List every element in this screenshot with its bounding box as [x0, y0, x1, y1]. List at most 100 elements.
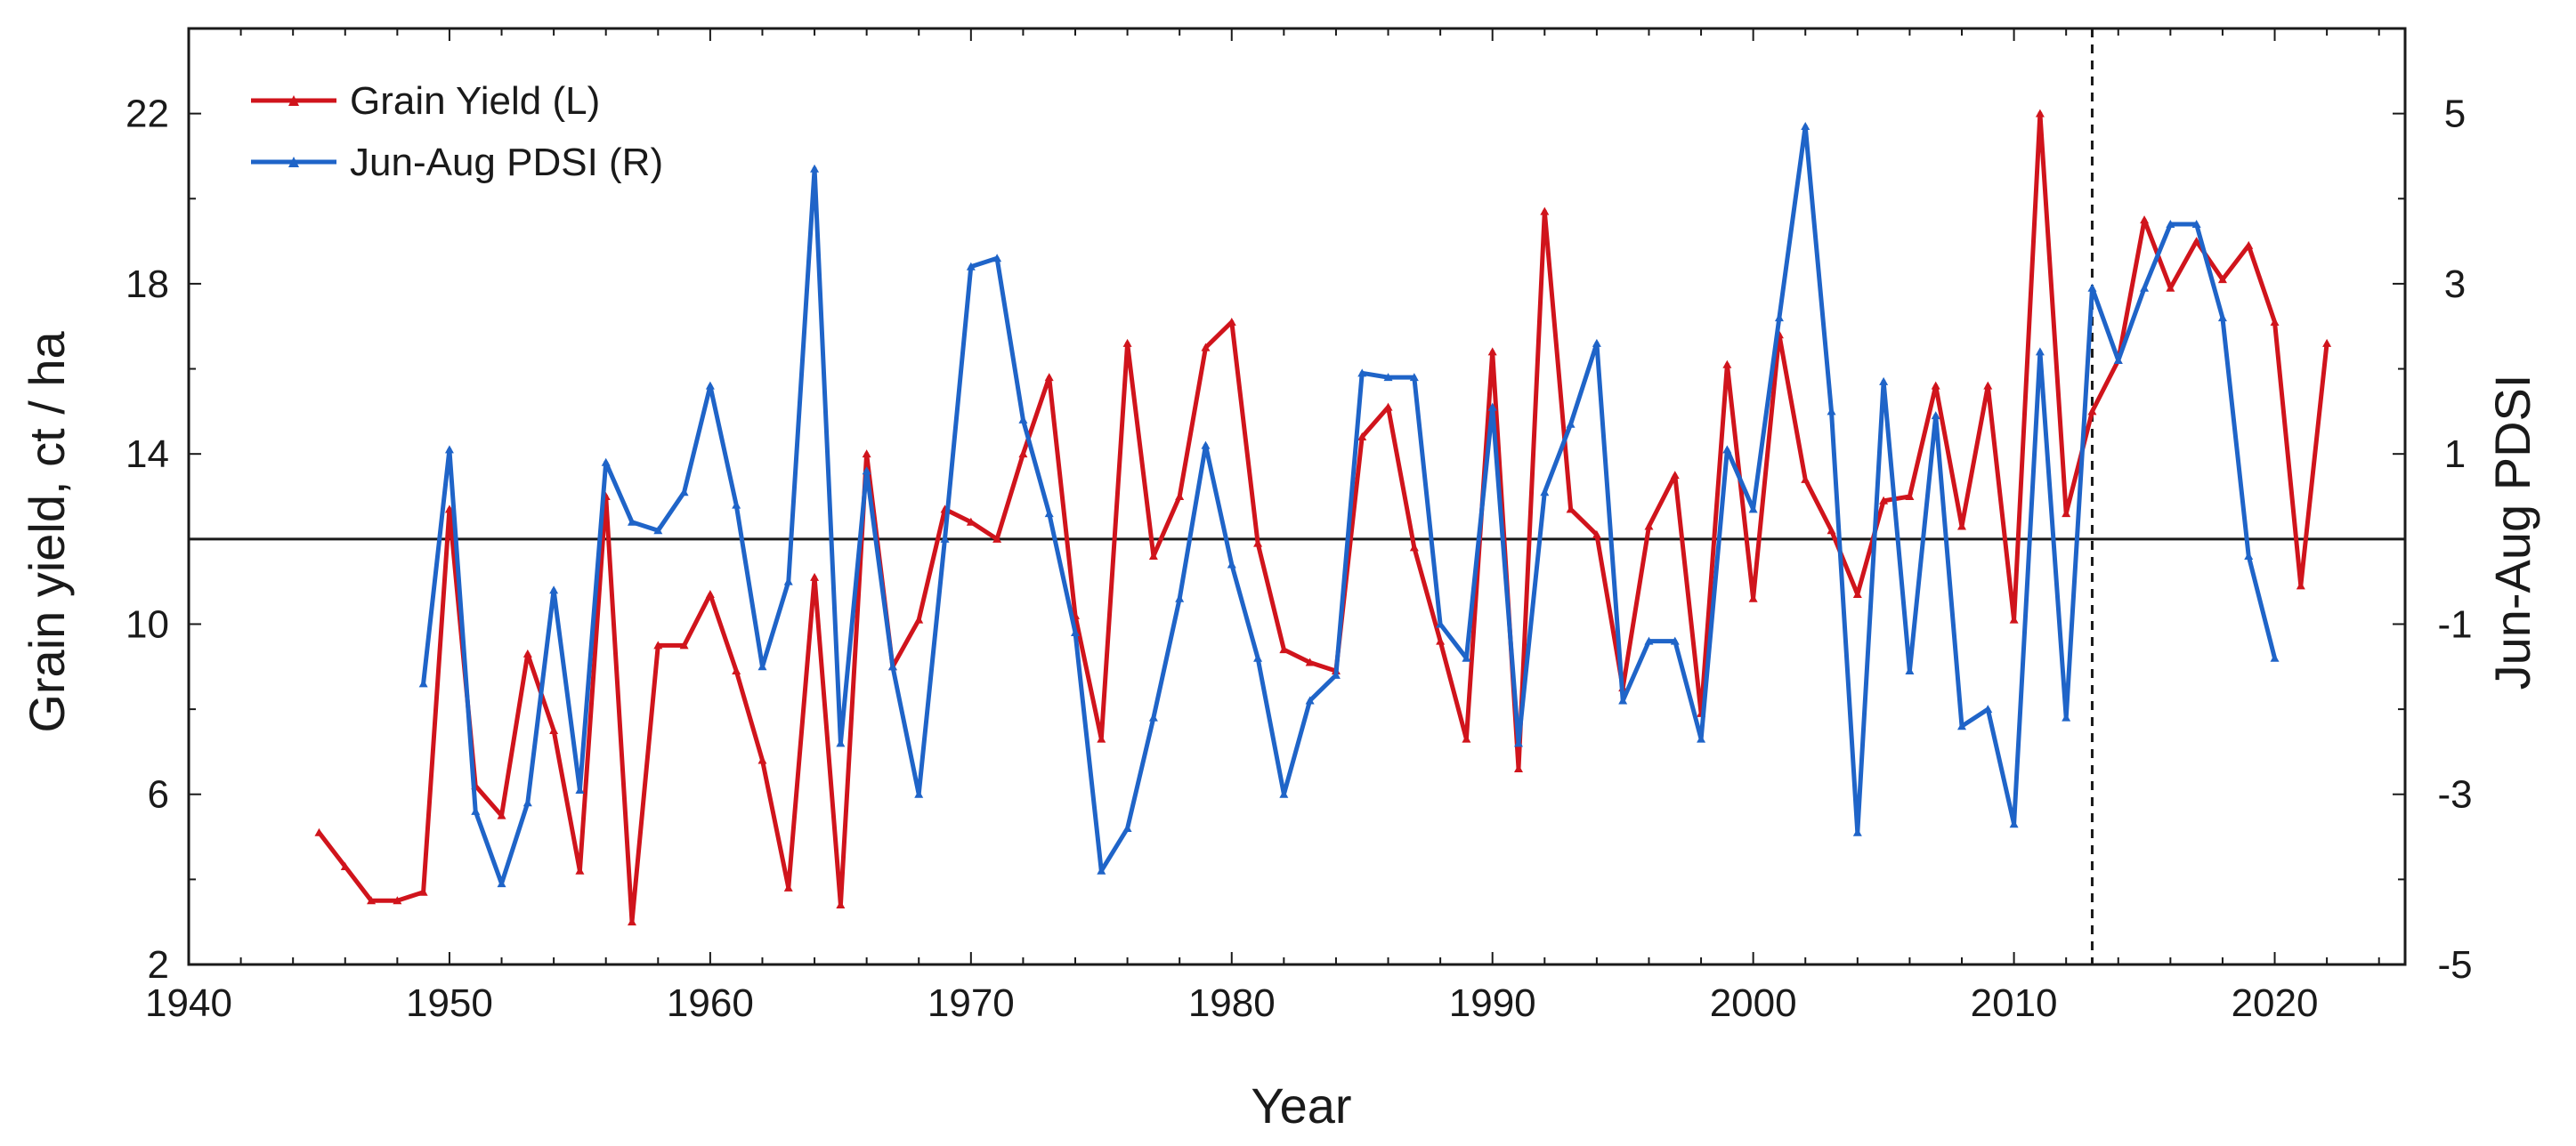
x-tick-label: 1960 [667, 981, 754, 1025]
data-point-grain-yield [2009, 615, 2019, 624]
data-point-pdsi [1305, 696, 1315, 705]
data-point-pdsi [418, 679, 428, 688]
data-point-grain-yield [1879, 496, 1889, 504]
y-right-tick-label: -3 [2437, 773, 2472, 817]
data-point-pdsi [887, 662, 897, 671]
data-point-pdsi [914, 789, 924, 798]
data-point-grain-yield [1905, 492, 1915, 500]
data-point-pdsi [1983, 705, 1993, 714]
data-point-grain-yield [1227, 317, 1236, 326]
data-point-pdsi [2035, 347, 2045, 356]
x-tick-label: 1980 [1188, 981, 1276, 1025]
x-tick-label: 2020 [2232, 981, 2319, 1025]
y-left-tick-label: 2 [148, 943, 169, 987]
data-point-pdsi [992, 254, 1002, 262]
data-point-pdsi [1827, 407, 1836, 416]
data-point-grain-yield [549, 726, 559, 734]
data-point-pdsi [628, 517, 636, 526]
data-point-pdsi [1436, 619, 1446, 628]
data-point-grain-yield [1175, 492, 1185, 500]
data-point-pdsi [2062, 713, 2071, 722]
data-point-grain-yield [367, 896, 377, 905]
data-point-pdsi [601, 457, 611, 466]
data-point-pdsi [2244, 551, 2254, 560]
y-axis-right-title: Jun-Aug PDSI [2484, 375, 2540, 690]
data-point-grain-yield [2296, 581, 2305, 590]
data-point-grain-yield [2087, 407, 2097, 416]
data-point-grain-yield [1462, 734, 1471, 743]
data-point-pdsi [2270, 653, 2280, 662]
data-point-grain-yield [1018, 449, 1028, 458]
data-point-grain-yield [862, 449, 871, 458]
data-point-pdsi [836, 738, 846, 747]
data-point-grain-yield [836, 900, 846, 909]
data-point-pdsi [1201, 440, 1211, 449]
series-line-pdsi [421, 124, 2277, 886]
data-point-grain-yield [1514, 764, 1523, 773]
data-point-pdsi [732, 500, 741, 509]
data-point-pdsi [471, 806, 481, 815]
data-point-pdsi [2166, 219, 2175, 228]
data-point-pdsi [1592, 338, 1601, 347]
data-point-pdsi [1487, 402, 1497, 411]
data-point-grain-yield [1201, 343, 1211, 351]
data-point-pdsi [1644, 636, 1654, 645]
data-point-grain-yield [1044, 373, 1054, 382]
data-point-grain-yield [679, 641, 689, 650]
data-point-pdsi [522, 798, 532, 807]
data-point-pdsi [2140, 283, 2150, 292]
data-point-pdsi [1175, 593, 1185, 602]
data-point-pdsi [1462, 653, 1471, 662]
x-tick-label: 1990 [1449, 981, 1536, 1025]
data-point-pdsi [2191, 219, 2201, 228]
data-point-grain-yield [2244, 240, 2254, 249]
data-point-grain-yield [653, 641, 663, 650]
data-point-grain-yield [418, 887, 428, 896]
data-point-pdsi [705, 381, 715, 390]
data-point-pdsi [1670, 636, 1680, 645]
x-tick-label: 2010 [1971, 981, 2058, 1025]
y-right-tick-label: -5 [2437, 943, 2472, 987]
data-point-grain-yield [914, 615, 924, 624]
data-point-pdsi [1148, 713, 1158, 722]
data-point-pdsi [653, 526, 663, 535]
data-point-grain-yield [2217, 275, 2227, 284]
data-point-pdsi [1852, 827, 1862, 836]
data-point-grain-yield [314, 827, 324, 836]
data-point-grain-yield [1852, 589, 1862, 598]
axes: 1940 1950 1960 1970 1980 1990 2000 2010 2020 2 6 10… [126, 27, 2473, 1025]
data-point-pdsi [862, 466, 871, 475]
data-point-grain-yield [1748, 593, 1758, 602]
data-point-grain-yield [1827, 526, 1836, 535]
data-point-grain-yield [1383, 402, 1393, 411]
data-point-grain-yield [1722, 359, 1732, 368]
data-point-pdsi [1071, 628, 1080, 637]
data-point-pdsi [940, 534, 950, 543]
data-point-pdsi [1227, 560, 1236, 569]
y-right-tick-label: 5 [2444, 93, 2466, 136]
data-point-pdsi [1097, 866, 1106, 875]
plot-frame [187, 27, 2407, 966]
y-axis-left-title: Grain yield, ct / ha [19, 330, 75, 732]
data-point-grain-yield [1357, 432, 1367, 441]
data-point-grain-yield [1801, 474, 1810, 483]
legend-label-grain-yield: Grain Yield (L) [350, 79, 600, 123]
data-point-pdsi [1879, 376, 1889, 385]
data-point-grain-yield [393, 896, 402, 905]
data-point-grain-yield [705, 589, 715, 598]
data-point-pdsi [1514, 738, 1523, 747]
data-point-grain-yield [2322, 338, 2332, 347]
data-point-pdsi [966, 262, 976, 270]
data-point-pdsi [1722, 445, 1732, 454]
data-point-pdsi [549, 585, 559, 594]
data-point-grain-yield [522, 649, 532, 658]
data-point-grain-yield [1122, 338, 1132, 347]
legend-label-pdsi: Jun-Aug PDSI (R) [350, 141, 663, 184]
y-left-tick-label: 22 [126, 93, 169, 136]
data-point-grain-yield [757, 755, 767, 764]
x-tick-label: 1970 [928, 981, 1015, 1025]
data-point-grain-yield [1957, 521, 1966, 530]
x-axis-title: Year [1251, 1077, 1351, 1134]
data-point-pdsi [2113, 355, 2123, 364]
